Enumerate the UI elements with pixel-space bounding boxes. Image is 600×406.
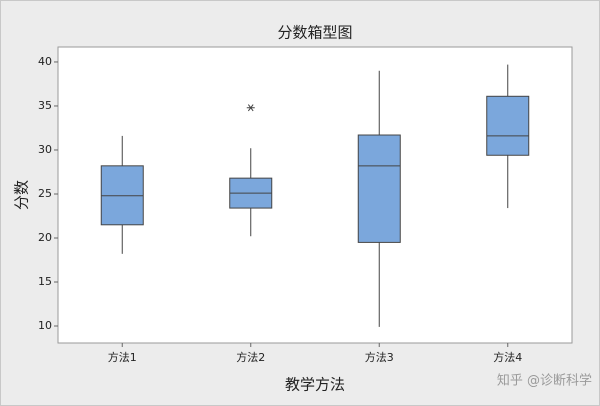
y-tick-label: 10 [38,319,52,332]
x-tick-label: 方法4 [493,350,522,364]
watermark: 知乎 @诊断科学 [497,373,592,389]
outlier [246,104,255,112]
x-axis-label: 教学方法 [285,376,345,394]
box [486,95,530,156]
chart-title: 分数箱型图 [277,24,352,42]
y-tick-label: 35 [38,99,52,112]
y-tick-label: 15 [38,275,52,288]
x-tick-label: 方法1 [108,350,137,364]
y-tick-label: 30 [38,143,52,156]
box [357,134,401,243]
y-tick-label: 20 [38,231,52,244]
y-tick-label: 25 [38,187,52,200]
y-tick-label: 40 [38,55,52,68]
x-tick-label: 方法2 [236,350,265,364]
y-axis-label: 分数 [13,180,31,210]
x-tick-label: 方法3 [365,350,394,364]
